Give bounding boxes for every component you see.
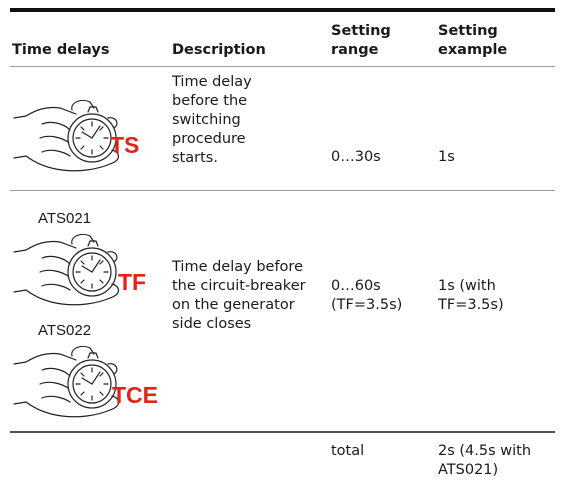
setting-example: 2s (4.5s with ATS021) [438, 443, 532, 478]
setting-example: 1s [438, 149, 455, 165]
description: Time delay before the circuit-breaker on… [172, 259, 306, 332]
header-cell: Setting range [331, 23, 391, 58]
model-label: ATS022 [38, 322, 92, 339]
top-rule [10, 8, 555, 12]
setting-example: 1s (with TF=3.5s) [438, 278, 504, 313]
row-rule [10, 190, 555, 191]
row-rule [10, 66, 555, 67]
model-label: ATS021 [38, 210, 92, 227]
setting-range: 0…30s [331, 149, 381, 165]
header-cell: Setting example [438, 23, 508, 58]
delay-code: TCE [112, 382, 158, 408]
header-cell: Description [172, 42, 266, 58]
setting-range: total [331, 443, 365, 459]
row-rule [10, 431, 555, 433]
delay-code: TF [118, 269, 147, 295]
header-cell: Time delays [12, 42, 110, 58]
description: Time delay before the switching procedur… [172, 74, 252, 166]
delay-code: TS [110, 132, 140, 158]
stopwatch-icon [13, 233, 120, 306]
setting-range: 0…60s (TF=3.5s) [331, 278, 403, 313]
